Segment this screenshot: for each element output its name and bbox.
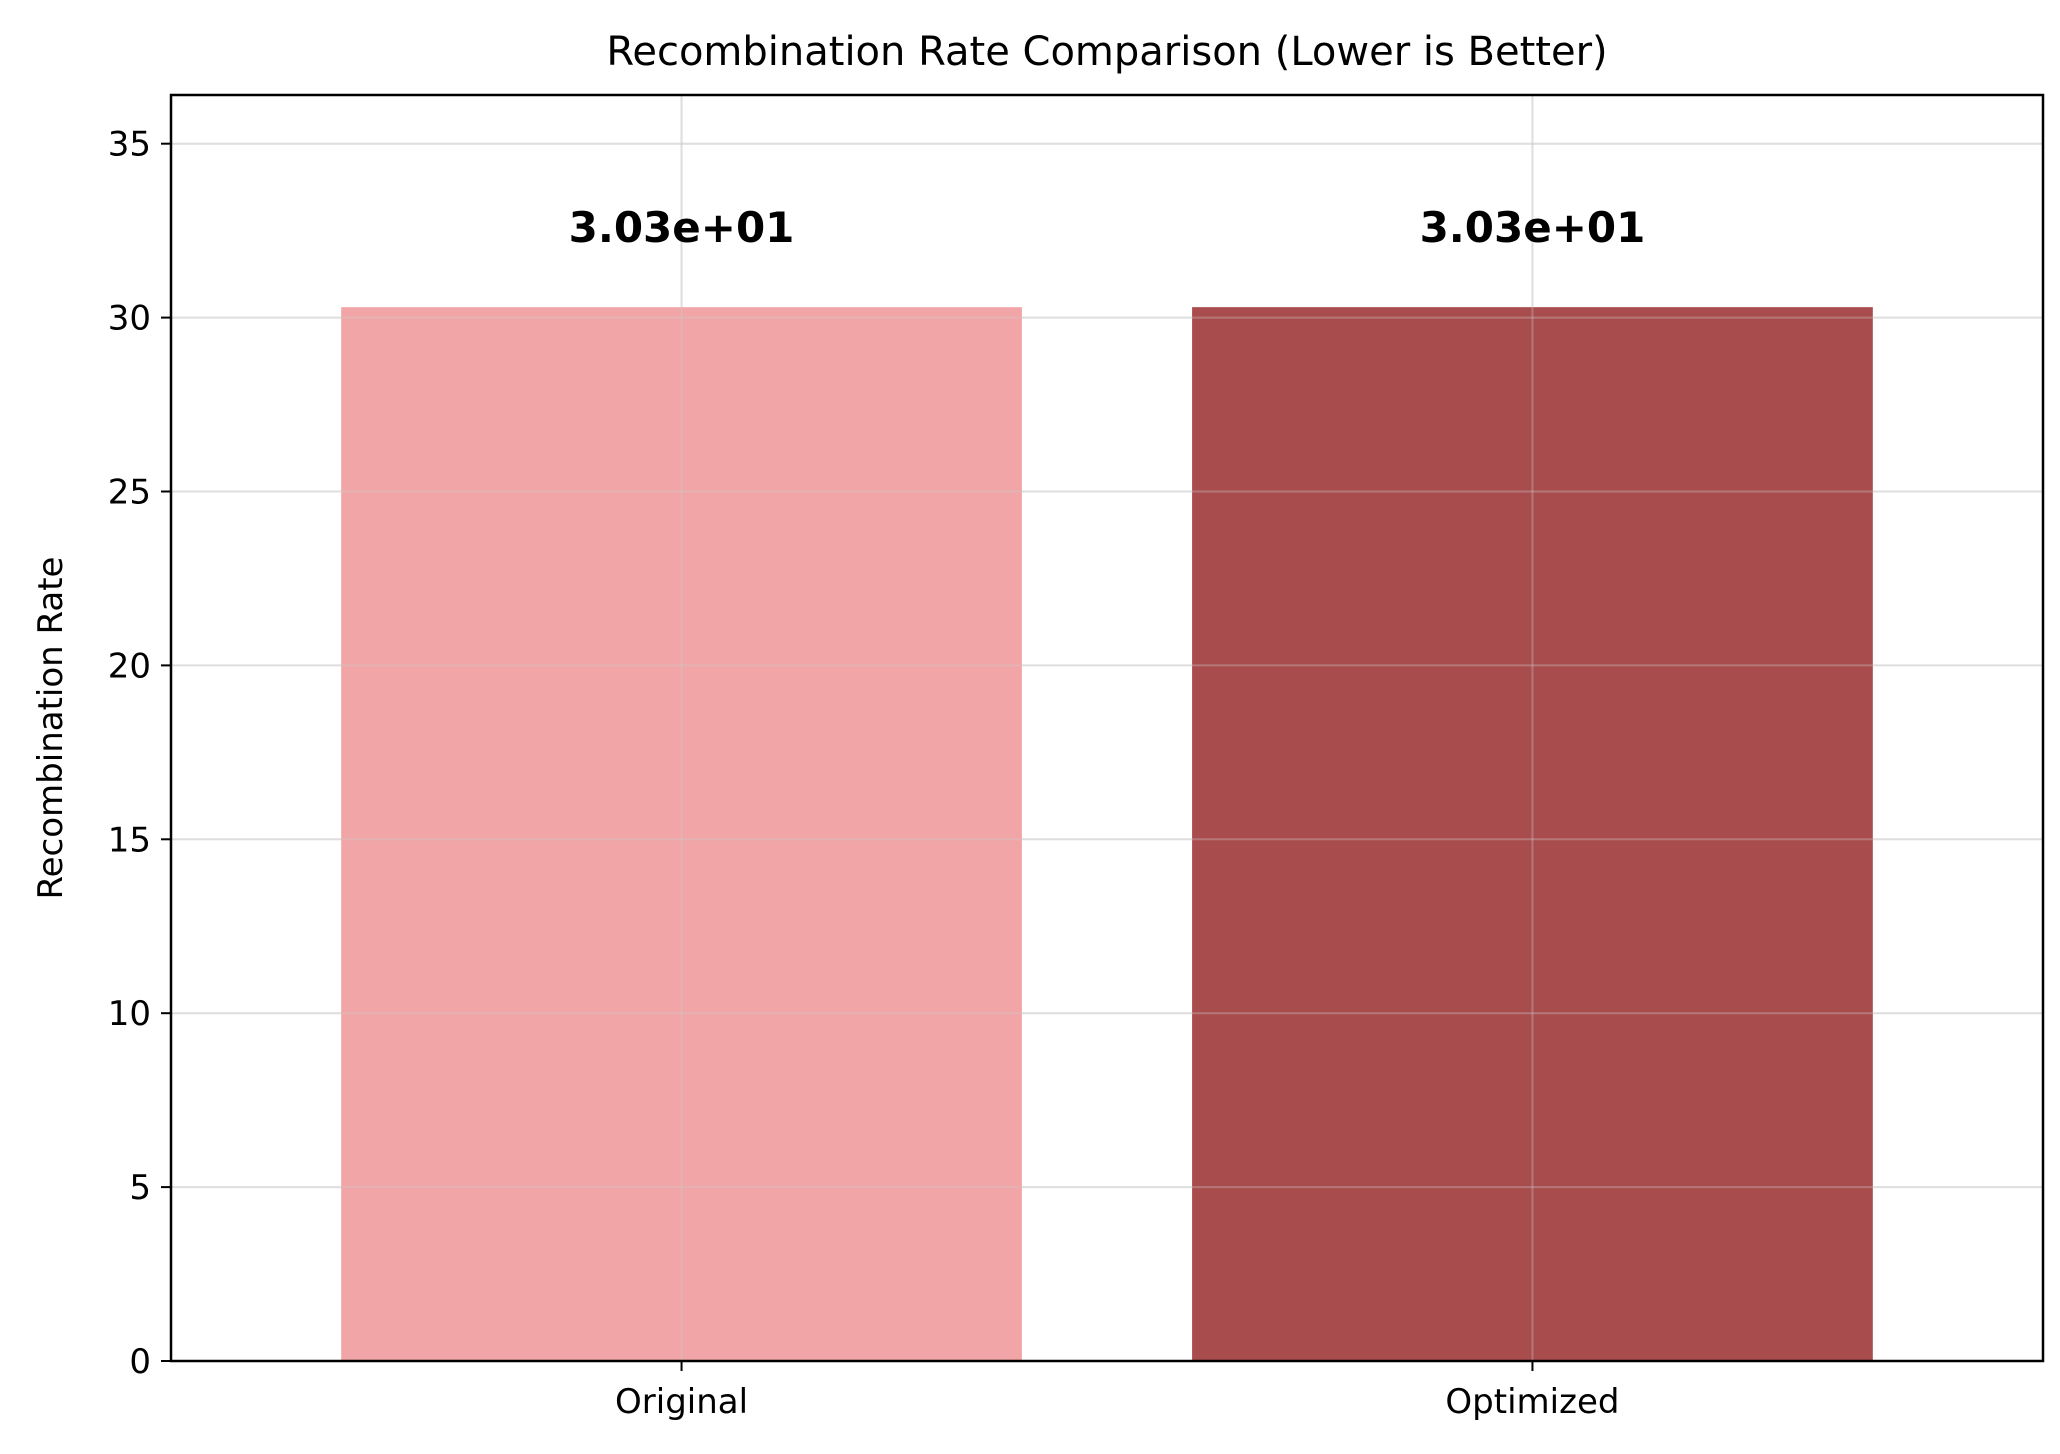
plot-frame — [169, 93, 2045, 1363]
y-tick-label: 25 — [108, 472, 151, 512]
chart-title: Recombination Rate Comparison (Lower is … — [606, 29, 1607, 75]
x-tick-label: Optimized — [1445, 1382, 1619, 1422]
y-tick-label: 35 — [108, 125, 151, 165]
label-layer: 3.03e+01 3.03e+01 — [569, 203, 1646, 252]
y-tick-label: 5 — [129, 1168, 151, 1208]
bar-original — [341, 307, 1022, 1362]
y-tick-label: 0 — [129, 1342, 151, 1382]
bar-value-label: 3.03e+01 — [569, 203, 795, 252]
y-axis-title: Recombination Rate — [31, 557, 71, 900]
y-tick-label: 10 — [108, 994, 151, 1034]
bar-optimized — [1192, 307, 1873, 1362]
bar-layer — [341, 307, 1873, 1362]
bar-value-label: 3.03e+01 — [1420, 203, 1646, 252]
y-tick-label: 15 — [108, 820, 151, 860]
tick-layer: 0 5 10 15 20 25 30 35 Original Optimized — [108, 125, 1620, 1422]
y-tick-label: 20 — [108, 646, 151, 686]
y-tick-label: 30 — [108, 299, 151, 339]
x-tick-label: Original — [615, 1382, 748, 1422]
